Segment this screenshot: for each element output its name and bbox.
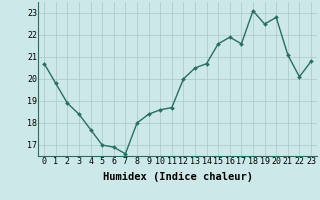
X-axis label: Humidex (Indice chaleur): Humidex (Indice chaleur) [103, 172, 252, 182]
